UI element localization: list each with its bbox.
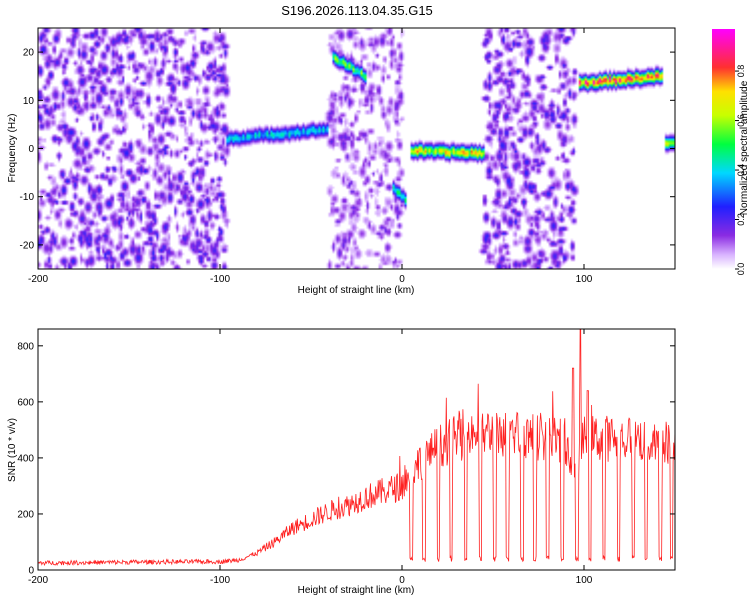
colorbar-tick-label: 0.6 bbox=[736, 114, 746, 127]
colorbar-tick-label: 0.8 bbox=[736, 65, 746, 78]
snr-frame bbox=[37, 328, 676, 571]
spectrogram-ytick-label: 20 bbox=[23, 48, 35, 59]
snr-xtick-label: 0 bbox=[399, 575, 405, 586]
spectrogram-ytick-label: 0 bbox=[28, 144, 34, 155]
spectrogram-ytick-label: 10 bbox=[23, 96, 35, 107]
snr-ylabel: SNR (10 * v/v) bbox=[7, 418, 18, 482]
snr-xtick-label: 100 bbox=[576, 575, 593, 586]
snr-ytick-label: 200 bbox=[17, 509, 34, 520]
snr-xtick-label: -200 bbox=[28, 575, 48, 586]
colorbar-axes: 0.0 0.2 0.4 0.6 0.8 bbox=[735, 65, 746, 275]
spectrogram-xtick-label: -200 bbox=[28, 274, 48, 285]
snr-xlabel: Height of straight line (km) bbox=[298, 585, 415, 596]
spectrogram-ytick-label: -10 bbox=[20, 192, 35, 203]
snr-ytick-label: 400 bbox=[17, 453, 34, 464]
spectrogram-ytick-label: -20 bbox=[20, 240, 35, 251]
colorbar-tick-label: 0.0 bbox=[736, 263, 746, 276]
spectrogram-xlabel: Height of straight line (km) bbox=[298, 285, 415, 296]
snr-series bbox=[37, 328, 676, 567]
figure-title: S196.2026.113.04.35.G15 bbox=[281, 3, 433, 18]
snr-ytick-label: 600 bbox=[17, 397, 34, 408]
snr-ytick-label: 800 bbox=[17, 341, 34, 352]
colorbar-label: Normalized spectral amplitude bbox=[739, 80, 750, 215]
snr-xtick-label: -100 bbox=[210, 575, 230, 586]
colorbar: 0.0 0.2 0.4 0.6 0.8 Normalized spectral ampl… bbox=[712, 29, 750, 275]
spectrogram-xtick-label: -100 bbox=[210, 274, 230, 285]
spectrogram-heatmap bbox=[38, 28, 675, 269]
snr-axes: -200 -100 0 100 0 200 400 600 800 bbox=[17, 329, 675, 586]
colorbar-tick-label: 0.2 bbox=[736, 213, 746, 226]
colorbar-tick-label: 0.4 bbox=[736, 164, 746, 177]
snr-ytick-label: 0 bbox=[28, 566, 34, 577]
colorbar-gradient bbox=[712, 29, 735, 269]
snr-line bbox=[37, 328, 676, 567]
spectrogram-xtick-label: 100 bbox=[576, 274, 593, 285]
snr-panel: -200 -100 0 100 0 200 400 600 800 Height of stra… bbox=[7, 328, 676, 596]
spectrogram-xtick-label: 0 bbox=[399, 274, 405, 285]
spectrogram-ylabel: Frequency (Hz) bbox=[7, 114, 18, 183]
